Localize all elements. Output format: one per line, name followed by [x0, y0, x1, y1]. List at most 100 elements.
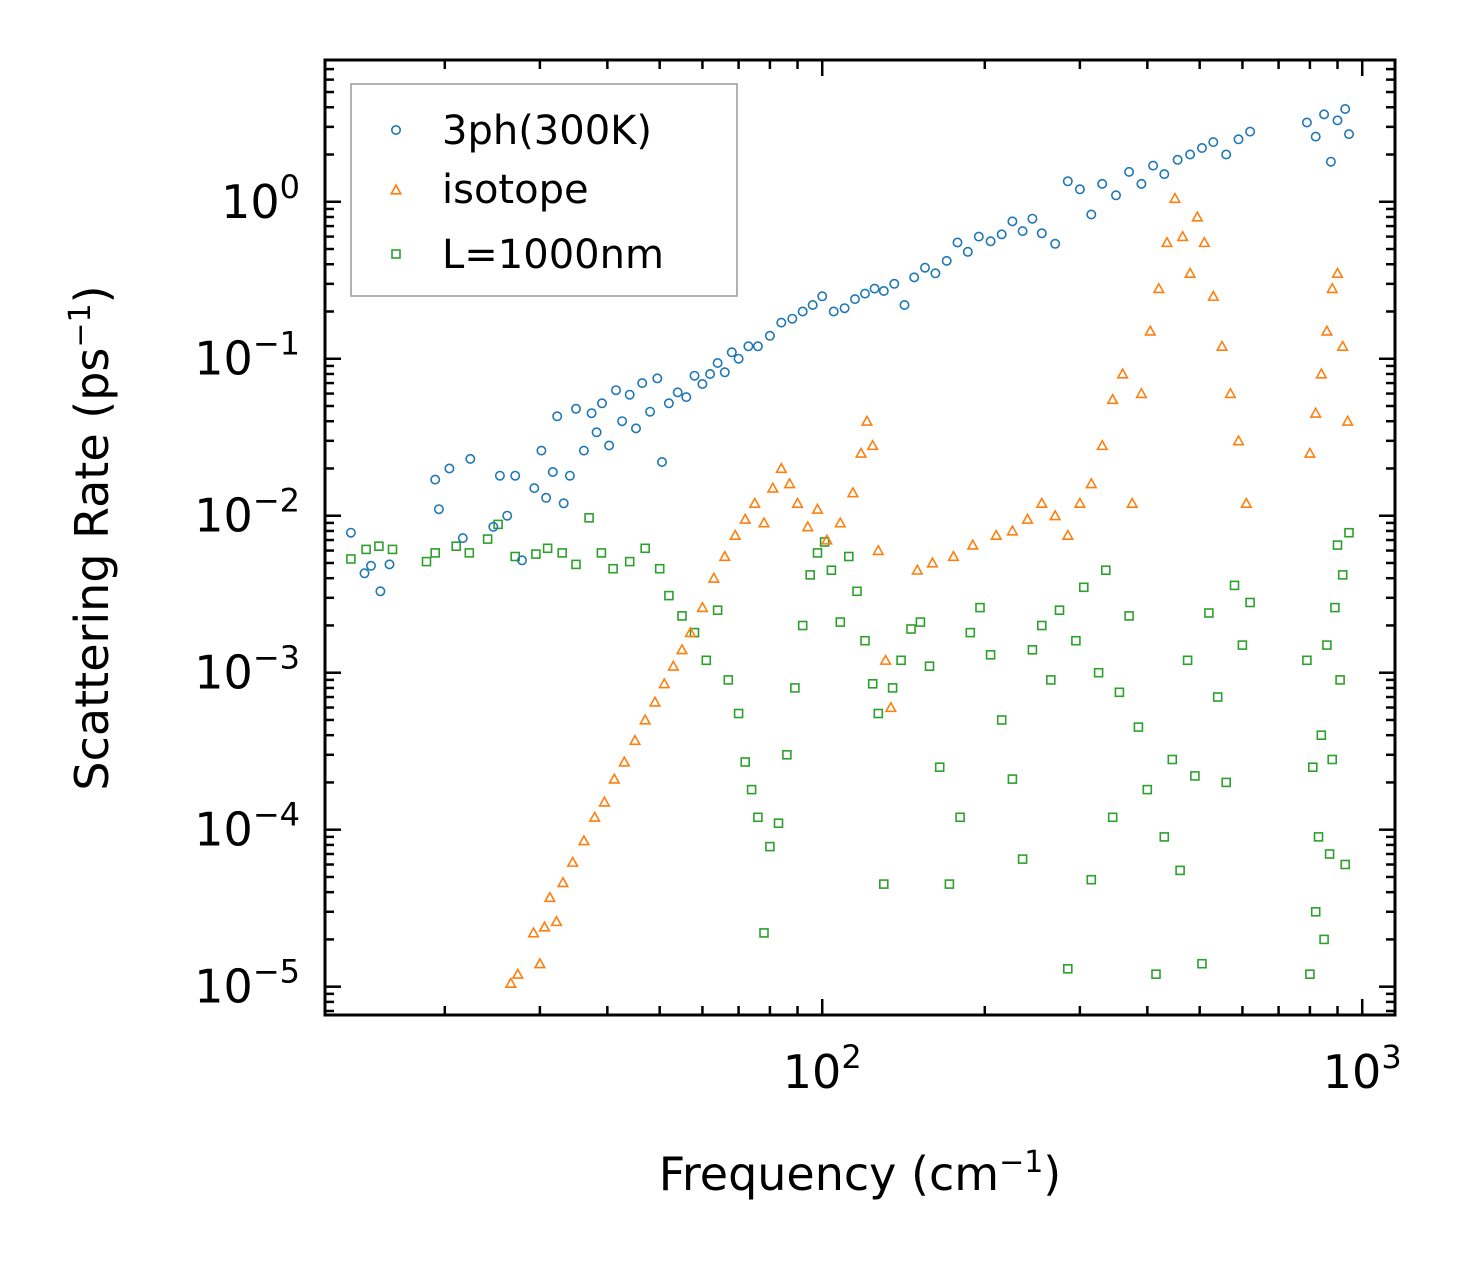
- point-isotope: [628, 734, 642, 746]
- point-boundary: [924, 661, 935, 672]
- point-isotope: [748, 496, 761, 508]
- point-boundary: [1086, 874, 1097, 885]
- point-boundary: [835, 617, 846, 627]
- point-3ph: [681, 392, 692, 403]
- point-3ph: [1017, 226, 1028, 237]
- point-isotope: [1326, 282, 1339, 294]
- point-isotope: [1135, 387, 1148, 399]
- point-3ph: [1086, 209, 1097, 220]
- point-boundary: [773, 818, 784, 829]
- point-3ph: [1111, 190, 1122, 201]
- point-isotope: [1315, 367, 1328, 379]
- point-boundary: [1305, 969, 1315, 980]
- point-3ph: [764, 330, 775, 341]
- point-isotope: [860, 414, 874, 426]
- point-isotope: [1035, 496, 1048, 508]
- point-boundary: [797, 620, 808, 631]
- point-boundary: [896, 655, 906, 666]
- point-3ph: [536, 445, 547, 456]
- point-boundary: [1151, 969, 1161, 980]
- point-boundary: [782, 749, 792, 760]
- point-isotope: [696, 601, 709, 613]
- point-isotope: [538, 920, 551, 932]
- point-3ph: [1301, 117, 1312, 128]
- point-3ph: [930, 268, 941, 279]
- point-3ph: [733, 353, 744, 364]
- point-boundary: [1159, 832, 1170, 842]
- point-3ph: [384, 559, 395, 570]
- point-isotope: [757, 516, 771, 528]
- point-3ph: [689, 370, 700, 381]
- point-3ph: [488, 521, 499, 532]
- point-boundary: [387, 544, 398, 555]
- y-tick-label: 100: [221, 168, 300, 229]
- point-boundary: [812, 548, 823, 558]
- point-isotope: [550, 915, 563, 927]
- point-3ph: [1148, 160, 1159, 171]
- point-boundary: [965, 627, 976, 638]
- point-isotope: [718, 550, 731, 562]
- point-3ph: [909, 272, 920, 283]
- point-isotope: [1116, 367, 1129, 379]
- point-boundary: [887, 683, 898, 693]
- point-boundary: [1308, 762, 1318, 773]
- point-isotope: [1215, 339, 1229, 351]
- point-isotope: [1096, 439, 1109, 451]
- point-3ph: [617, 416, 628, 427]
- point-3ph: [828, 306, 839, 317]
- point-isotope: [1207, 289, 1220, 301]
- point-3ph: [1245, 126, 1256, 137]
- point-boundary: [1167, 754, 1178, 765]
- point-3ph: [1221, 149, 1232, 160]
- point-3ph: [817, 291, 828, 302]
- point-isotope: [1049, 509, 1062, 521]
- point-boundary: [1237, 640, 1248, 650]
- point-boundary: [542, 543, 553, 554]
- y-tick-label: 10−2: [194, 482, 300, 543]
- point-3ph: [859, 288, 870, 299]
- point-isotope: [1191, 210, 1204, 222]
- point-boundary: [1197, 958, 1207, 969]
- point-isotope: [675, 643, 689, 655]
- point-3ph: [578, 445, 589, 456]
- point-boundary: [1046, 675, 1056, 685]
- point-boundary: [1190, 771, 1200, 781]
- point-3ph: [712, 357, 723, 368]
- point-3ph: [726, 347, 737, 358]
- point-isotope: [1331, 266, 1344, 278]
- point-3ph: [962, 246, 973, 257]
- point-isotope: [866, 439, 879, 451]
- point-3ph: [359, 568, 370, 579]
- point-3ph: [878, 285, 889, 296]
- point-boundary: [664, 590, 674, 601]
- point-boundary: [1114, 687, 1125, 698]
- point-boundary: [1330, 602, 1340, 613]
- legend-markers: [389, 125, 403, 259]
- point-3ph: [1208, 137, 1219, 148]
- point-boundary: [740, 757, 751, 767]
- legend-marker-isotope: [389, 183, 403, 195]
- point-3ph: [985, 236, 996, 247]
- point-boundary: [608, 563, 618, 574]
- point-boundary: [1327, 754, 1337, 765]
- point-3ph: [672, 387, 683, 398]
- point-boundary: [1340, 859, 1350, 870]
- point-boundary: [1071, 635, 1081, 646]
- point-isotope: [775, 462, 788, 474]
- point-3ph: [719, 367, 730, 378]
- point-boundary: [1027, 644, 1038, 655]
- point-3ph: [1159, 169, 1170, 180]
- legend-label-3ph: 3ph(300K): [442, 108, 652, 154]
- point-isotope: [1144, 324, 1157, 336]
- point-3ph: [570, 403, 581, 414]
- point-boundary: [596, 548, 607, 558]
- point-isotope: [1085, 477, 1098, 489]
- point-boundary: [723, 675, 734, 685]
- point-3ph: [547, 466, 558, 477]
- point-isotope: [926, 556, 939, 568]
- point-3ph: [558, 498, 569, 509]
- y-tick-label: 10−4: [194, 796, 300, 857]
- point-isotope: [533, 957, 547, 969]
- point-isotope: [658, 677, 671, 689]
- point-boundary: [996, 715, 1007, 725]
